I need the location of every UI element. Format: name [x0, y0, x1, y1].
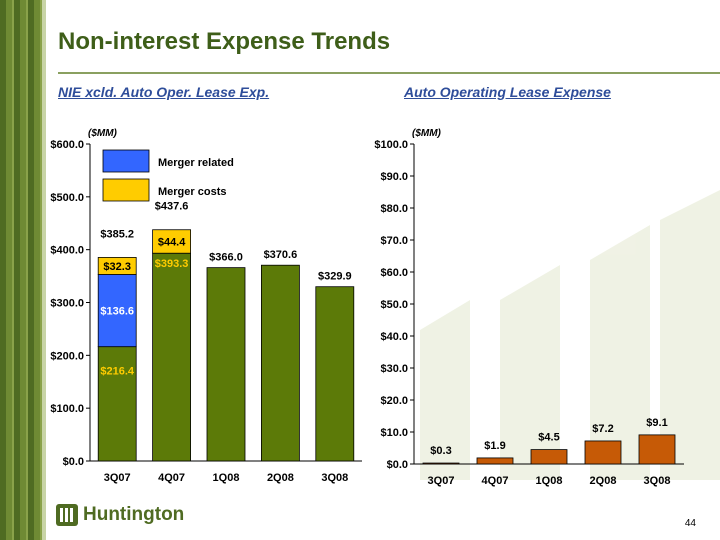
right-bar-label: $9.1 — [646, 417, 667, 429]
legend-swatch-merger-related — [102, 149, 150, 173]
right-bar — [584, 440, 622, 465]
left-bar-total-label: $370.6 — [264, 249, 298, 261]
left-bar-segment-label: $393.3 — [155, 258, 189, 270]
left-bar-total-label: $329.9 — [318, 271, 352, 283]
left-bar-total-label: $437.6 — [155, 201, 189, 213]
left-bar-segment — [152, 229, 192, 254]
left-x-tick-label: 2Q08 — [267, 472, 294, 484]
logo-text: Huntington — [83, 504, 185, 525]
left-bar-segment-label: $136.6 — [100, 306, 134, 318]
right-y-tick-label: $50.0 — [380, 299, 408, 311]
right-bar — [638, 434, 676, 465]
right-x-tick-label: 3Q07 — [428, 475, 455, 487]
right-bar — [476, 457, 514, 465]
right-x-tick-label: 4Q07 — [482, 475, 509, 487]
right-bar — [530, 449, 568, 465]
title-divider — [58, 72, 720, 74]
huntington-logo: Huntington — [56, 504, 184, 526]
left-bar-segment — [97, 257, 137, 275]
right-x-tick-label: 1Q08 — [536, 475, 563, 487]
left-bar-segment-label: $44.4 — [158, 236, 186, 248]
left-y-tick-label: $100.0 — [50, 403, 84, 415]
left-decorative-stripe — [42, 0, 46, 540]
right-y-tick-label: $60.0 — [380, 267, 408, 279]
left-chart-subtitle: NIE xcld. Auto Oper. Lease Exp. — [58, 84, 270, 100]
left-y-tick-label: $500.0 — [50, 192, 84, 204]
left-bar-segment — [152, 252, 192, 462]
right-y-tick-label: $100.0 — [374, 139, 408, 151]
left-x-tick-label: 1Q08 — [213, 472, 240, 484]
right-y-tick-label: $70.0 — [380, 235, 408, 247]
legend-label-merger-related: Merger related — [158, 157, 234, 169]
right-y-tick-label: $10.0 — [380, 427, 408, 439]
left-bar-total-label: $366.0 — [209, 252, 243, 264]
right-y-tick-label: $80.0 — [380, 203, 408, 215]
left-bar-segment — [260, 264, 300, 462]
right-y-tick-label: $20.0 — [380, 395, 408, 407]
right-chart-subtitle: Auto Operating Lease Expense — [404, 84, 611, 100]
right-chart-unit: ($MM) — [412, 128, 441, 139]
right-y-tick-label: $40.0 — [380, 331, 408, 343]
legend-label-merger-costs: Merger costs — [158, 186, 226, 198]
right-x-tick-label: 3Q08 — [644, 475, 671, 487]
huntington-logo-icon — [56, 504, 78, 526]
left-y-tick-label: $200.0 — [50, 350, 84, 362]
left-bar-segment — [97, 346, 137, 462]
left-x-tick-label: 3Q07 — [104, 472, 131, 484]
right-bar-label: $1.9 — [484, 440, 505, 452]
right-bar-label: $4.5 — [538, 432, 559, 444]
left-bar-segment — [315, 286, 355, 462]
left-bar-segment — [206, 267, 246, 462]
slide-title: Non-interest Expense Trends — [58, 28, 391, 55]
right-y-tick-label: $0.0 — [387, 459, 408, 471]
left-bar-segment — [97, 274, 137, 348]
left-x-tick-label: 3Q08 — [321, 472, 348, 484]
right-bar-label: $7.2 — [592, 423, 613, 435]
right-bar — [422, 462, 460, 465]
left-bar-segment-label: $216.4 — [100, 366, 135, 378]
right-x-tick-label: 2Q08 — [590, 475, 617, 487]
left-bar-segment-label: $32.3 — [103, 261, 131, 273]
left-y-tick-label: $600.0 — [50, 139, 84, 151]
left-x-tick-label: 4Q07 — [158, 472, 185, 484]
page-number: 44 — [684, 518, 696, 529]
left-decorative-bar — [0, 0, 42, 540]
left-y-tick-label: $400.0 — [50, 245, 84, 257]
left-y-tick-label: $300.0 — [50, 298, 84, 310]
left-y-tick-label: $0.0 — [63, 456, 84, 468]
right-y-tick-label: $30.0 — [380, 363, 408, 375]
left-chart-unit: ($MM) — [88, 128, 117, 139]
left-bar-total-label: $385.2 — [100, 228, 134, 240]
legend-swatch-merger-costs — [102, 178, 150, 202]
right-bar-label: $0.3 — [430, 445, 451, 457]
right-y-tick-label: $90.0 — [380, 171, 408, 183]
